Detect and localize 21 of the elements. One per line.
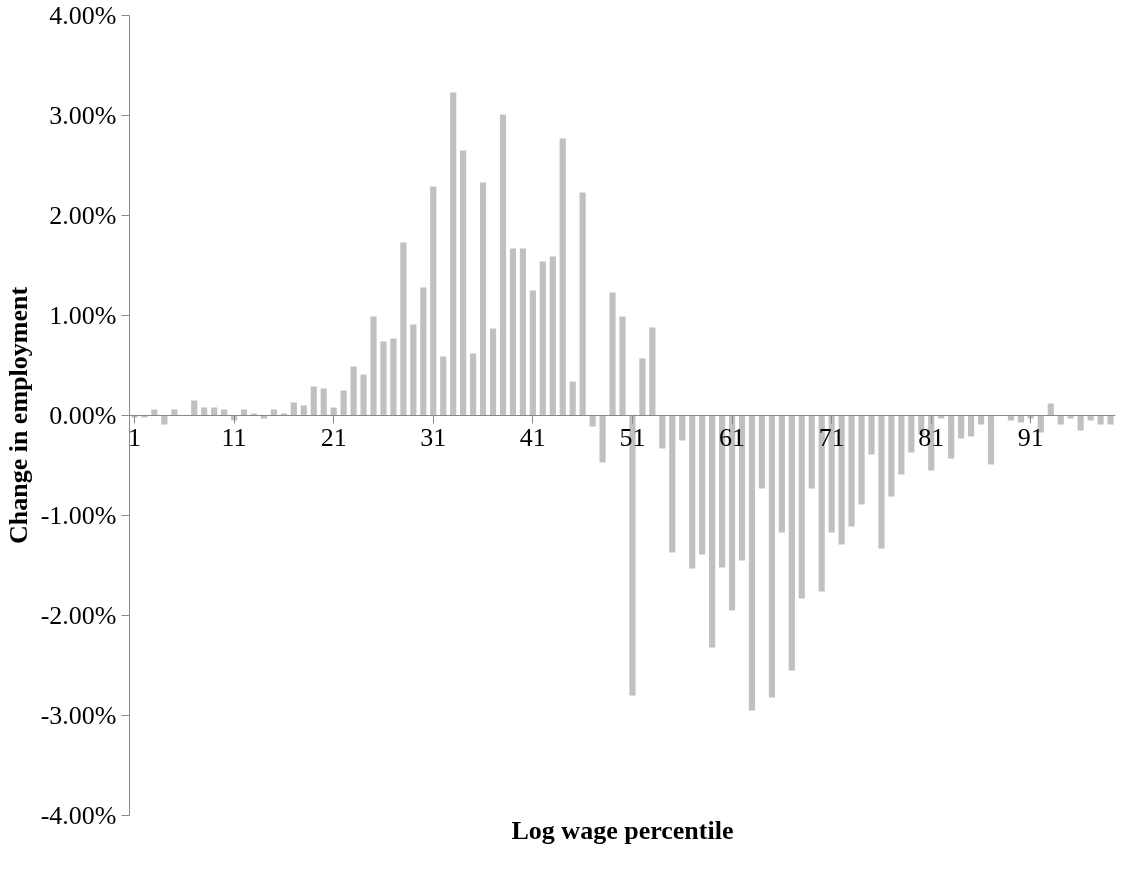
y-tick-label: 1.00% bbox=[49, 301, 117, 330]
x-tick-label: 1 bbox=[127, 422, 141, 452]
y-tick-label: 3.00% bbox=[49, 101, 117, 130]
x-tick-label: 51 bbox=[619, 422, 646, 452]
y-tick-label: -1.00% bbox=[40, 501, 117, 530]
y-axis-title: Change in employment bbox=[3, 286, 33, 545]
x-tick-label: 91 bbox=[1017, 422, 1044, 452]
x-tick-label: 61 bbox=[719, 422, 746, 452]
x-tick-label: 71 bbox=[818, 422, 845, 452]
y-tick-label: -3.00% bbox=[40, 701, 117, 730]
x-tick-label: 81 bbox=[918, 422, 945, 452]
y-tick-label: 4.00% bbox=[49, 1, 117, 30]
y-tick-label: 2.00% bbox=[49, 201, 117, 230]
x-axis-title: Log wage percentile bbox=[511, 815, 734, 845]
x-tick-label: 21 bbox=[320, 422, 347, 452]
y-tick-label: -2.00% bbox=[40, 601, 117, 630]
y-tick-label: -4.00% bbox=[40, 801, 117, 830]
x-tick-label: 41 bbox=[519, 422, 546, 452]
y-tick-label: 0.00% bbox=[49, 401, 117, 430]
x-tick-label: 31 bbox=[420, 422, 447, 452]
x-tick-label: 11 bbox=[221, 422, 247, 452]
